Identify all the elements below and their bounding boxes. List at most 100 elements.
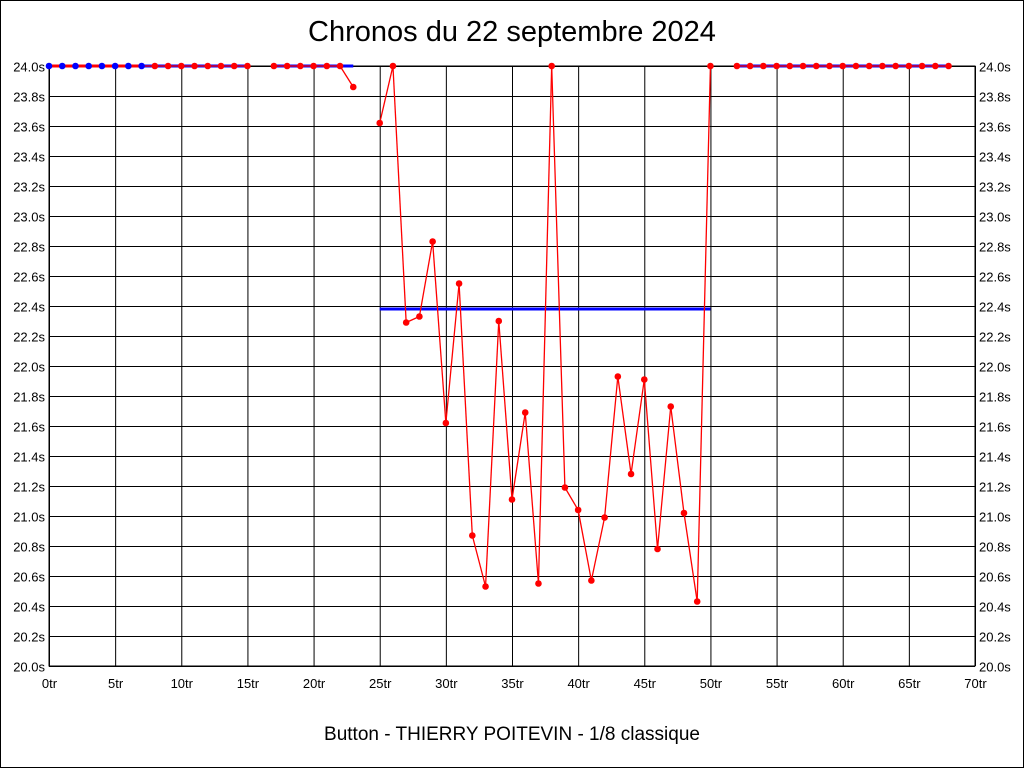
data-point bbox=[376, 119, 384, 127]
y-tick-label-right: 21.6s bbox=[979, 420, 1011, 435]
y-tick-label-left: 21.8s bbox=[13, 390, 45, 405]
x-tick-label: 70tr bbox=[964, 676, 987, 691]
x-tick-label: 30tr bbox=[435, 676, 458, 691]
x-tick-label: 60tr bbox=[832, 676, 855, 691]
series-line-segment bbox=[484, 320, 500, 587]
y-tick-label-right: 23.2s bbox=[979, 180, 1011, 195]
data-point bbox=[521, 409, 529, 416]
series-line-segment bbox=[551, 65, 566, 488]
y-tick-label-left: 21.2s bbox=[13, 480, 45, 495]
data-point bbox=[177, 62, 185, 70]
data-point bbox=[535, 580, 542, 587]
y-tick-label-left: 23.4s bbox=[13, 150, 45, 165]
data-point bbox=[760, 62, 767, 70]
y-tick-label-left: 22.2s bbox=[13, 330, 45, 345]
data-point bbox=[58, 62, 66, 70]
x-tick-label: 40tr bbox=[567, 676, 590, 691]
data-point bbox=[442, 419, 450, 427]
data-point bbox=[892, 62, 899, 70]
series-line-segment bbox=[577, 509, 593, 581]
x-tick-label: 65tr bbox=[898, 676, 921, 691]
data-point bbox=[111, 62, 119, 70]
data-point bbox=[693, 598, 701, 605]
x-tick-label: 0tr bbox=[42, 676, 58, 691]
data-point bbox=[707, 62, 714, 70]
x-axis-label: Button - THIERRY POITEVIN - 1/8 classiqu… bbox=[324, 724, 700, 745]
series-line-segment bbox=[683, 512, 698, 602]
data-point bbox=[733, 62, 741, 70]
x-tick-label: 50tr bbox=[700, 676, 723, 691]
data-point bbox=[204, 62, 212, 70]
x-tick-label: 25tr bbox=[369, 676, 392, 691]
series-line-segment bbox=[498, 320, 513, 500]
y-tick-label-right: 22.2s bbox=[979, 330, 1011, 345]
y-tick-label-right: 22.0s bbox=[979, 360, 1011, 375]
series-line-segment bbox=[379, 65, 394, 124]
series-line-segment bbox=[537, 65, 553, 584]
data-point bbox=[125, 62, 132, 70]
series-line-segment bbox=[630, 379, 645, 475]
data-point bbox=[640, 376, 648, 383]
y-tick-label-right: 22.8s bbox=[979, 240, 1011, 255]
data-point bbox=[482, 583, 489, 590]
y-tick-label-left: 20.6s bbox=[13, 570, 45, 585]
series-line-segment bbox=[471, 535, 487, 587]
y-tick-label-left: 23.8s bbox=[13, 90, 45, 105]
y-tick-label-right: 23.0s bbox=[979, 210, 1011, 225]
y-tick-label-right: 21.4s bbox=[979, 450, 1011, 465]
data-point bbox=[826, 62, 833, 70]
y-tick-label-left: 23.0s bbox=[13, 210, 45, 225]
data-point bbox=[614, 373, 622, 380]
data-point bbox=[654, 545, 661, 553]
data-point bbox=[310, 62, 317, 70]
y-tick-label-left: 20.4s bbox=[13, 600, 45, 615]
data-point bbox=[469, 532, 476, 539]
series-line-segment bbox=[339, 65, 354, 88]
data-point bbox=[561, 484, 569, 491]
series-line-segment bbox=[656, 406, 672, 550]
y-tick-label-right: 22.4s bbox=[979, 300, 1011, 315]
y-tick-label-left: 23.2s bbox=[13, 180, 45, 195]
data-point bbox=[799, 62, 807, 70]
data-point bbox=[297, 62, 304, 70]
y-tick-label-right: 20.6s bbox=[979, 570, 1011, 585]
data-point bbox=[85, 62, 92, 70]
y-tick-label-left: 20.2s bbox=[13, 630, 45, 645]
series-line-segment bbox=[431, 241, 447, 424]
data-point bbox=[349, 83, 357, 91]
y-tick-label-left: 22.4s bbox=[13, 300, 45, 315]
chart-title: Chronos du 22 septembre 2024 bbox=[308, 16, 716, 48]
data-point bbox=[283, 62, 291, 70]
x-tick-label: 5tr bbox=[108, 676, 124, 691]
series-line-segment bbox=[564, 487, 579, 511]
data-point bbox=[918, 62, 926, 70]
y-tick-label-right: 21.2s bbox=[979, 480, 1011, 495]
data-point bbox=[508, 496, 516, 503]
data-point bbox=[72, 62, 79, 70]
data-point bbox=[429, 238, 436, 245]
y-tick-label-left: 22.0s bbox=[13, 360, 45, 375]
data-point bbox=[879, 62, 886, 70]
data-point bbox=[151, 62, 159, 70]
series-line-segment bbox=[617, 376, 632, 475]
data-point bbox=[588, 577, 595, 584]
series-line-segment bbox=[445, 283, 460, 424]
x-tick-label: 35tr bbox=[501, 676, 524, 691]
data-point bbox=[680, 509, 688, 517]
data-point bbox=[905, 62, 913, 70]
y-tick-label-left: 21.0s bbox=[13, 510, 45, 525]
data-point bbox=[270, 62, 278, 70]
series-line-segment bbox=[511, 412, 526, 500]
series-line-segment bbox=[458, 283, 473, 536]
data-point bbox=[45, 62, 53, 70]
y-tick-label-right: 20.8s bbox=[979, 540, 1011, 555]
data-point bbox=[164, 62, 172, 70]
series-line-segment bbox=[696, 65, 712, 602]
data-point bbox=[455, 280, 463, 287]
data-point bbox=[548, 62, 555, 70]
y-tick-label-left: 21.6s bbox=[13, 420, 45, 435]
data-point bbox=[865, 62, 873, 70]
series-line-segment bbox=[603, 376, 619, 518]
data-point bbox=[932, 62, 939, 70]
